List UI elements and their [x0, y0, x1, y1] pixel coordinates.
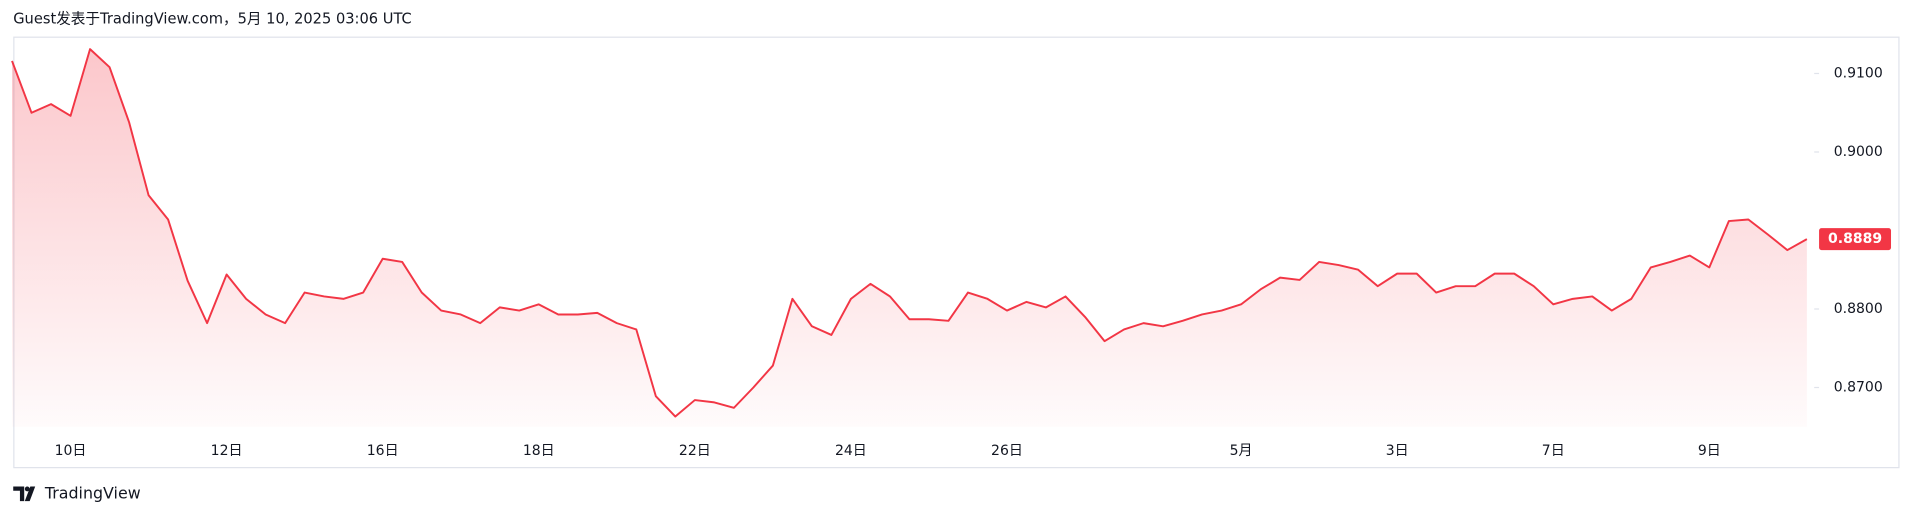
line-area: [12, 49, 1807, 427]
x-tick-label: 24日: [835, 443, 867, 459]
x-tick-label: 16日: [367, 443, 399, 459]
x-tick-label: 26日: [991, 443, 1023, 459]
x-tick-label: 10日: [55, 443, 87, 459]
y-tick-label: 0.8800: [1834, 301, 1883, 317]
x-tick-label: 22日: [679, 443, 711, 459]
x-tick-label: 9日: [1698, 443, 1721, 459]
x-tick-label: 7日: [1542, 443, 1565, 459]
header: Guest发表于TradingView.com，5月 10, 2025 03:0…: [13, 11, 412, 28]
x-tick-label: 12日: [211, 443, 243, 459]
y-tick-label: 0.8700: [1834, 380, 1883, 396]
x-tick-label: 5月: [1230, 443, 1253, 459]
footer-brand: TradingView: [44, 483, 141, 502]
price-line: [11, 48, 1808, 418]
x-tick-label: 18日: [523, 443, 555, 459]
x-tick-label: 3日: [1386, 443, 1409, 459]
last-price-badge: [1819, 228, 1892, 251]
y-tick-label: 0.9000: [1834, 144, 1883, 160]
tv-logo: [13, 486, 36, 502]
last-price-label: 0.8889: [1828, 231, 1882, 247]
y-tick-label: 0.9100: [1834, 65, 1883, 81]
